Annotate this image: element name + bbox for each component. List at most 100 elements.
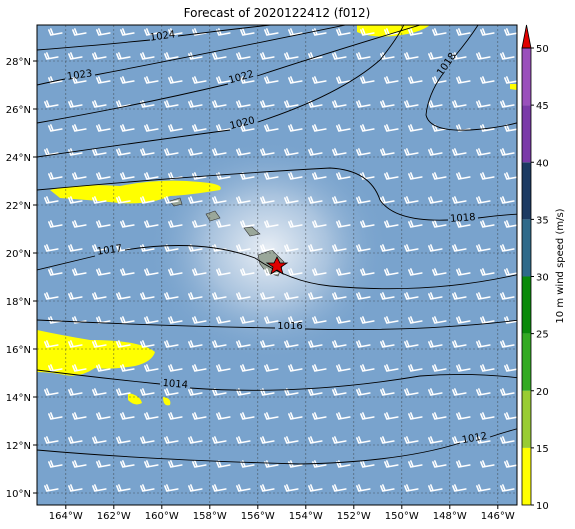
y-tick-label: 26°N (6, 105, 31, 116)
isobar-line (37, 25, 348, 86)
wind-barb (360, 220, 375, 228)
wind-barb (72, 460, 87, 468)
wind-barb (120, 220, 135, 228)
wind-barb (192, 364, 207, 372)
wind-barb (284, 340, 299, 348)
wind-barb (72, 364, 87, 372)
wind-barb (192, 316, 207, 324)
wind-barb (140, 196, 155, 204)
wind-barb (476, 196, 491, 204)
colorbar-segment (522, 48, 531, 106)
wind-barb (140, 340, 155, 348)
wind-barb (44, 100, 59, 108)
wind-barb (476, 292, 491, 300)
wind-barb (92, 436, 107, 444)
wind-barb (456, 28, 471, 36)
wind-barb (432, 268, 447, 276)
wind-barb (92, 340, 107, 348)
wind-barb (408, 460, 423, 468)
wind-barb (384, 220, 399, 228)
wind-barb (68, 100, 83, 108)
isobar-label: 1024 (149, 29, 176, 43)
wind-barb (216, 220, 231, 228)
wind-barb (240, 28, 255, 36)
wind-barb (428, 340, 443, 348)
wind-barb (404, 52, 419, 60)
wind-barb (284, 292, 299, 300)
wind-barb (480, 76, 495, 84)
wind-barb (360, 28, 375, 36)
wind-barb (504, 460, 517, 468)
wind-barb (288, 364, 303, 372)
wind-barb (308, 340, 323, 348)
wind-barb (168, 124, 183, 132)
wind-barb (48, 364, 63, 372)
wind-barb (68, 196, 83, 204)
wind-barb (452, 340, 467, 348)
wind-barb (72, 76, 87, 84)
wind-barb (260, 484, 275, 492)
wind-barb (120, 172, 135, 180)
wind-barb (116, 484, 131, 492)
wind-barb (500, 100, 515, 108)
wind-barb (284, 148, 299, 156)
wind-barb (356, 292, 371, 300)
wind-barb (140, 148, 155, 156)
wind-barb (140, 436, 155, 444)
wind-barb (260, 52, 275, 60)
wind-barb (216, 124, 231, 132)
wind-barb (384, 412, 399, 420)
wind-barb (332, 340, 347, 348)
wind-barb (336, 28, 351, 36)
wind-barb (140, 292, 155, 300)
isobar-label: 1018 (450, 212, 476, 225)
wind-barb (432, 220, 447, 228)
wind-barb (240, 76, 255, 84)
wind-barb (308, 52, 323, 60)
wind-barb (120, 28, 135, 36)
wind-barb (44, 484, 59, 492)
wind-barb (92, 148, 107, 156)
wind-barb (144, 460, 159, 468)
wind-barb (116, 340, 131, 348)
wind-barb (452, 484, 467, 492)
wind-barb (164, 100, 179, 108)
wind-barb (168, 76, 183, 84)
wind-barb (404, 388, 419, 396)
wind-barb (360, 316, 375, 324)
x-tick-label: 156°W (241, 511, 275, 522)
wind-barb (212, 292, 227, 300)
wind-barb (216, 316, 231, 324)
wind-barb (264, 364, 279, 372)
wind-barb (480, 28, 495, 36)
wind-barb (216, 460, 231, 468)
wind-barb (96, 220, 111, 228)
map-title: Forecast of 2020122412 (f012) (184, 6, 371, 20)
wind-barb (480, 268, 495, 276)
wind-barb (96, 172, 111, 180)
wind-barb (288, 220, 303, 228)
wind-barb (432, 412, 447, 420)
wind-barb (48, 268, 63, 276)
wind-barb (336, 364, 351, 372)
wind-barb (236, 244, 251, 252)
wind-barb (384, 76, 399, 84)
wind-barb (312, 124, 327, 132)
wind-barb (332, 436, 347, 444)
wind-barb (452, 292, 467, 300)
wind-barb (360, 460, 375, 468)
wind-barb (356, 148, 371, 156)
wind-barb (284, 100, 299, 108)
wind-barb (380, 340, 395, 348)
wind-barb (216, 412, 231, 420)
wind-barb (288, 172, 303, 180)
wind-barb (308, 484, 323, 492)
wind-barb (288, 124, 303, 132)
wind-barb (404, 148, 419, 156)
wind-barb (428, 484, 443, 492)
wind-barb (216, 364, 231, 372)
wind-barb (408, 364, 423, 372)
wind-barb (312, 268, 327, 276)
wind-barb (452, 196, 467, 204)
